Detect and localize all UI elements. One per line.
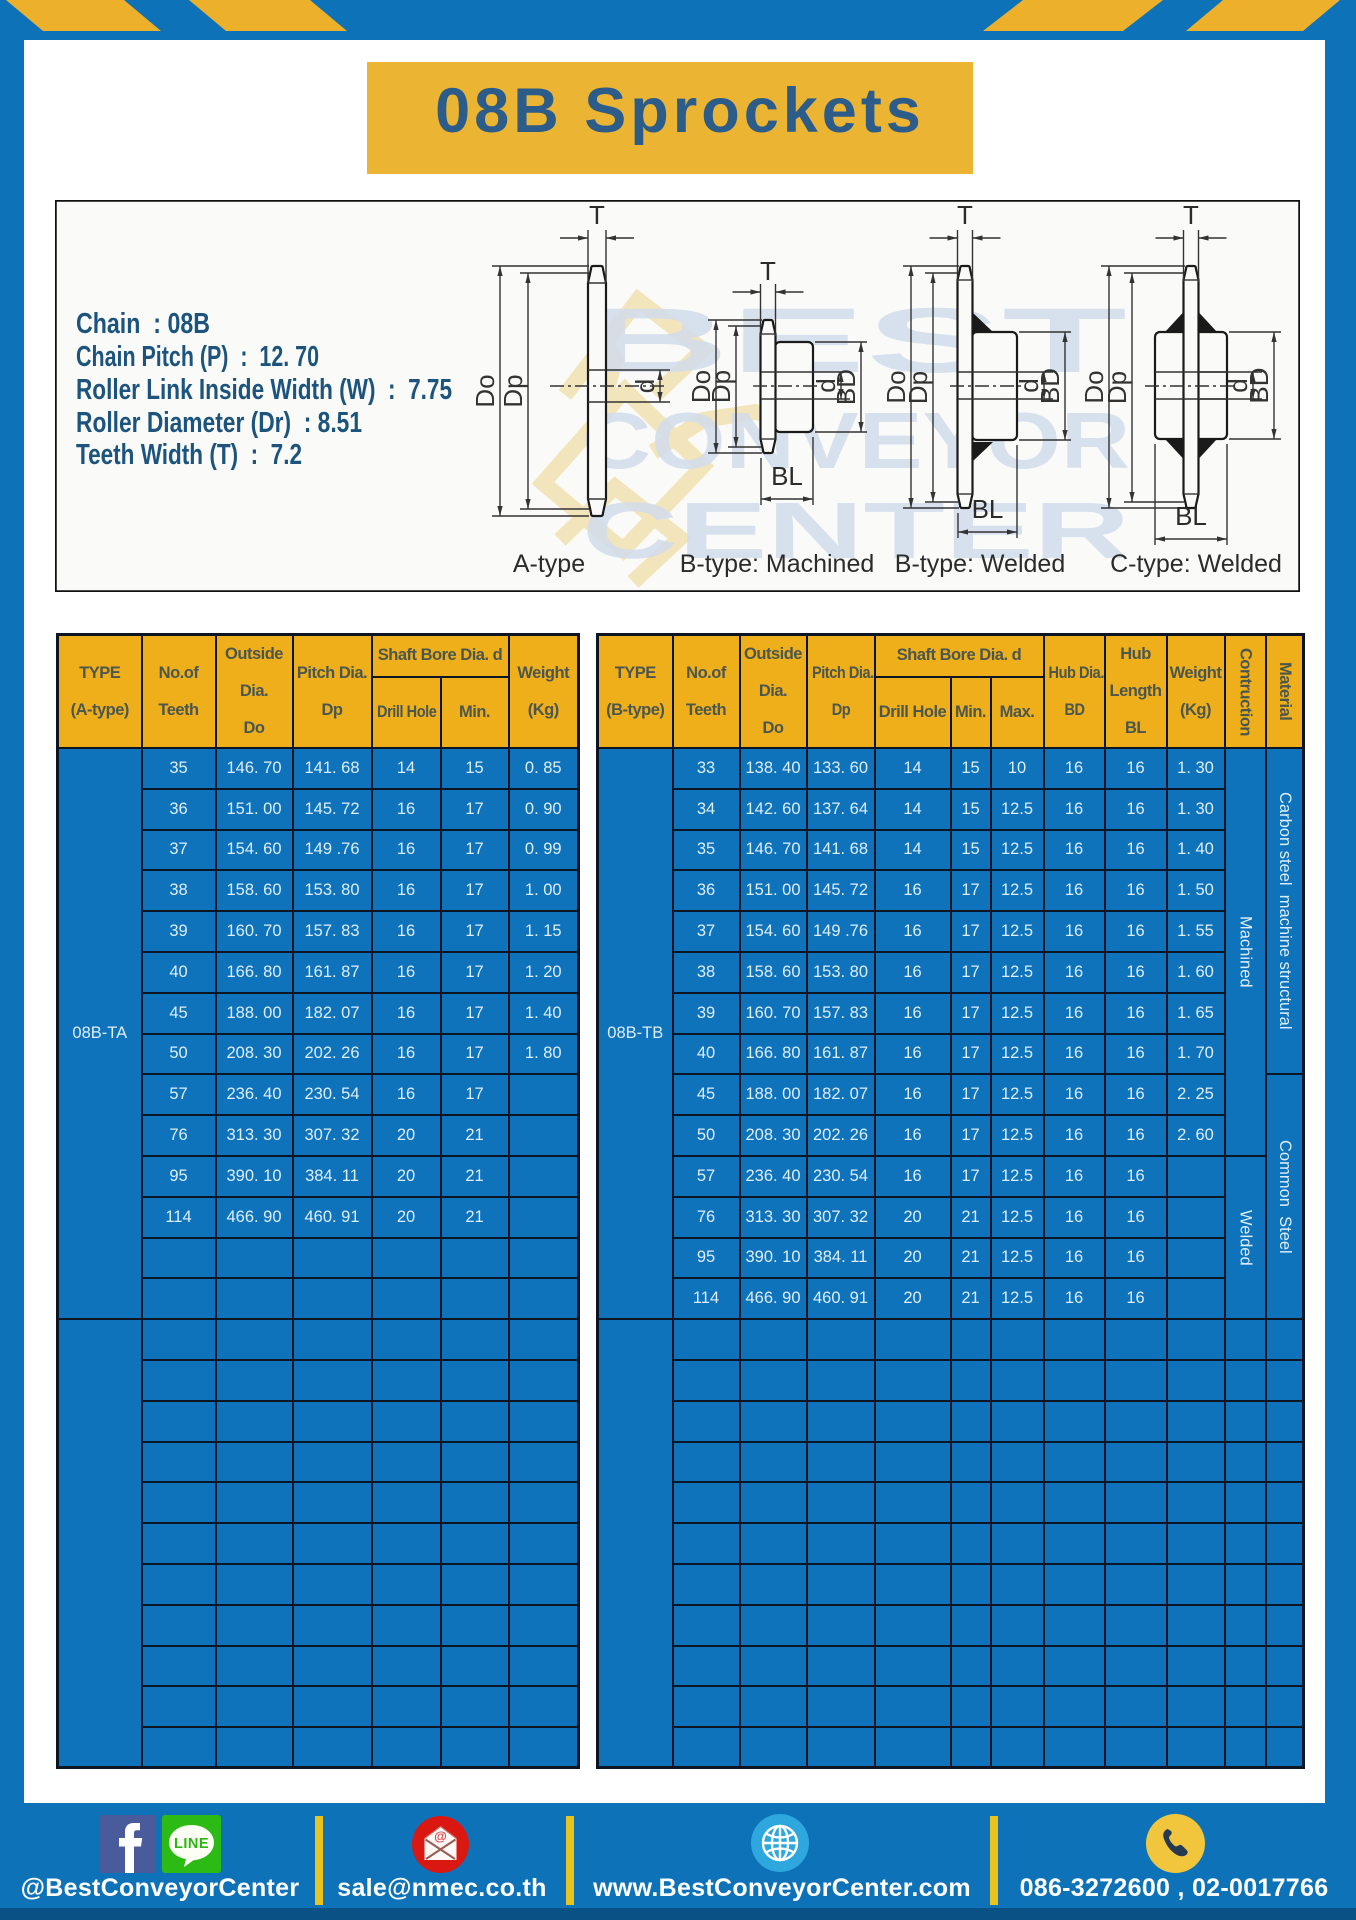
svg-text:B-type: Welded: B-type: Welded	[895, 550, 1065, 578]
svg-text:Chain : 08B: Chain : 08B	[76, 308, 210, 340]
svg-text:d: d	[811, 378, 841, 392]
svg-text:BEST: BEST	[582, 290, 1127, 392]
svg-text:d: d	[630, 379, 660, 393]
svg-text:Teeth Width (T) : 7.2: Teeth Width (T) : 7.2	[76, 439, 302, 471]
svg-text:T: T	[760, 256, 776, 286]
svg-text:C-type: Welded: C-type: Welded	[1110, 550, 1282, 578]
svg-text:A-type: A-type	[513, 550, 585, 578]
svg-text:Do: Do	[1079, 370, 1109, 403]
svg-text:BD: BD	[831, 369, 861, 405]
svg-text:Roller Link Inside Width (W): Roller Link Inside Width (W) : 7.75	[76, 374, 452, 406]
svg-text:T: T	[589, 200, 605, 230]
svg-text:@: @	[434, 1829, 447, 1844]
svg-text:d: d	[1014, 378, 1044, 392]
svg-text:LINE: LINE	[174, 1836, 209, 1852]
svg-text:d: d	[1223, 378, 1253, 392]
svg-text:Dp: Dp	[706, 370, 736, 403]
svg-text:CENTER: CENTER	[582, 486, 1130, 575]
svg-text:BD: BD	[1035, 368, 1065, 404]
svg-text:BL: BL	[1175, 501, 1207, 531]
svg-text:Dp: Dp	[903, 371, 933, 404]
svg-text:Roller Diameter (Dr) : 8.51: Roller Diameter (Dr) : 8.51	[76, 407, 362, 439]
svg-text:BL: BL	[972, 494, 1004, 524]
svg-text:Dp: Dp	[1102, 371, 1132, 404]
svg-text:T: T	[957, 200, 973, 230]
svg-text:BL: BL	[771, 461, 803, 491]
svg-text:BD: BD	[1244, 367, 1274, 403]
svg-text:Do: Do	[881, 370, 911, 403]
svg-text:Do: Do	[686, 370, 716, 403]
svg-text:B-type: Machined: B-type: Machined	[680, 550, 875, 578]
svg-text:Do: Do	[470, 374, 500, 407]
svg-text:T: T	[1183, 200, 1199, 230]
svg-text:Dp: Dp	[498, 374, 528, 407]
svg-text:Chain Pitch (P) : 12. 70: Chain Pitch (P) : 12. 70	[76, 341, 319, 373]
